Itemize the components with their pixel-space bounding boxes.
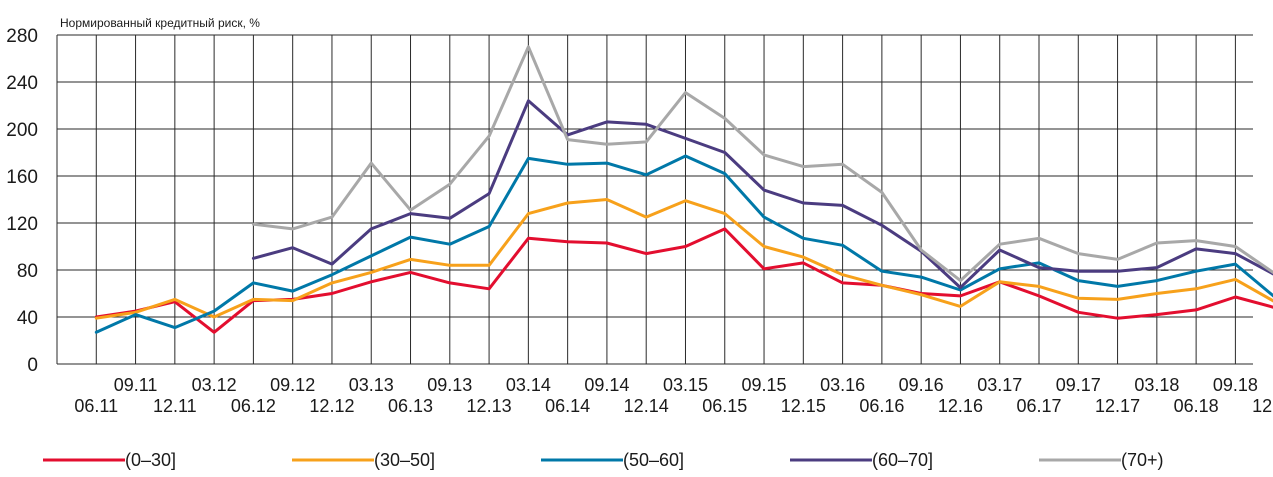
y-tick-label: 240 <box>6 73 38 94</box>
x-tick-label: 12.18 <box>1252 396 1273 416</box>
x-tick-label: 03.13 <box>349 375 394 395</box>
legend-label: (30–50] <box>374 450 435 470</box>
legend-item: (0–30] <box>43 450 176 470</box>
x-tick-label: 03.17 <box>977 375 1022 395</box>
x-tick-label: 09.17 <box>1056 375 1101 395</box>
legend-label: (50–60] <box>623 450 684 470</box>
y-tick-label: 0 <box>27 355 38 376</box>
legend-label: (60–70] <box>872 450 933 470</box>
y-axis-label: Нормированный кредитный риск, % <box>60 16 260 30</box>
x-tick-label: 12.11 <box>153 396 197 416</box>
x-tick-label: 06.13 <box>388 396 433 416</box>
x-tick-label: 06.12 <box>231 396 276 416</box>
x-tick-label: 09.11 <box>114 375 158 395</box>
x-tick-label: 09.18 <box>1213 375 1258 395</box>
x-tick-label: 06.11 <box>74 396 118 416</box>
y-tick-label: 160 <box>6 167 38 188</box>
legend-item: (30–50] <box>292 450 435 470</box>
y-tick-label: 120 <box>6 214 38 235</box>
y-tick-label: 280 <box>6 26 38 47</box>
x-tick-label: 09.13 <box>427 375 472 395</box>
x-tick-label: 06.14 <box>545 396 590 416</box>
x-tick-label: 12.12 <box>309 396 354 416</box>
legend: (0–30] (30–50] (50–60] (60–70] (70+) <box>43 450 1164 470</box>
x-tick-label: 12.17 <box>1095 396 1140 416</box>
x-tick-label: 09.14 <box>584 375 629 395</box>
y-tick-label: 40 <box>17 308 38 329</box>
series-line-3 <box>96 156 1273 332</box>
series-line-2 <box>96 200 1273 319</box>
x-tick-label: 12.16 <box>938 396 983 416</box>
x-tick-label: 03.18 <box>1134 375 1179 395</box>
y-tick-label: 80 <box>17 261 38 282</box>
x-axis-ticks: 09.11 03.12 09.12 03.13 09.13 03.14 09.14 03.15… <box>74 375 1273 416</box>
x-tick-label: 06.15 <box>702 396 747 416</box>
x-tick-label: 12.15 <box>781 396 826 416</box>
x-tick-label: 12.14 <box>624 396 669 416</box>
x-tick-label: 09.15 <box>742 375 787 395</box>
x-tick-label: 06.18 <box>1174 396 1219 416</box>
y-axis-ticks: 0 40 80 120 160 200 240 280 <box>6 26 38 376</box>
x-tick-label: 12.13 <box>467 396 512 416</box>
x-tick-label: 03.15 <box>663 375 708 395</box>
legend-label: (0–30] <box>125 450 176 470</box>
x-tick-label: 03.14 <box>506 375 551 395</box>
x-tick-label: 03.12 <box>192 375 237 395</box>
legend-item: (70+) <box>1039 450 1164 470</box>
legend-item: (60–70] <box>790 450 933 470</box>
x-tick-label: 06.16 <box>859 396 904 416</box>
x-tick-label: 09.12 <box>270 375 315 395</box>
x-tick-label: 03.16 <box>820 375 865 395</box>
x-tick-label: 06.17 <box>1016 396 1061 416</box>
x-tick-label: 09.16 <box>899 375 944 395</box>
series-lines <box>96 47 1273 333</box>
y-tick-label: 200 <box>6 120 38 141</box>
legend-item: (50–60] <box>541 450 684 470</box>
legend-label: (70+) <box>1121 450 1164 470</box>
